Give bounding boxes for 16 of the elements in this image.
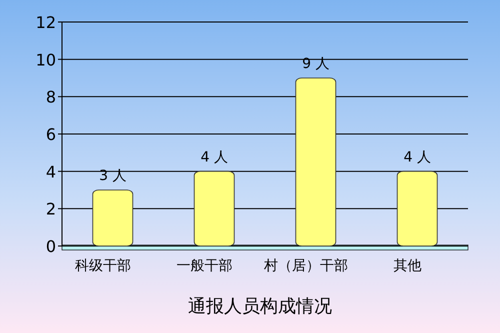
data-label: 4 人	[404, 149, 431, 166]
y-tick-label: 0	[46, 237, 56, 256]
x-tick-label: 村（居）干部	[262, 258, 348, 274]
data-label: 9 人	[302, 56, 330, 72]
y-tick-label: 2	[46, 200, 56, 219]
y-tick-label: 10	[36, 50, 56, 70]
y-tick-label: 12	[36, 13, 56, 32]
data-label: 4 人	[200, 149, 228, 166]
y-tick-label: 8	[46, 88, 56, 107]
x-tick-label: 科级干部	[74, 258, 131, 274]
x-tick-label: 其他	[393, 258, 422, 274]
text: 通报人员构成情况	[188, 296, 332, 317]
y-tick-label: 4	[46, 162, 56, 182]
y-tick-label: 6	[46, 125, 56, 144]
x-tick-label: 一般干部	[176, 258, 232, 274]
data-label: 3 人	[99, 168, 126, 184]
